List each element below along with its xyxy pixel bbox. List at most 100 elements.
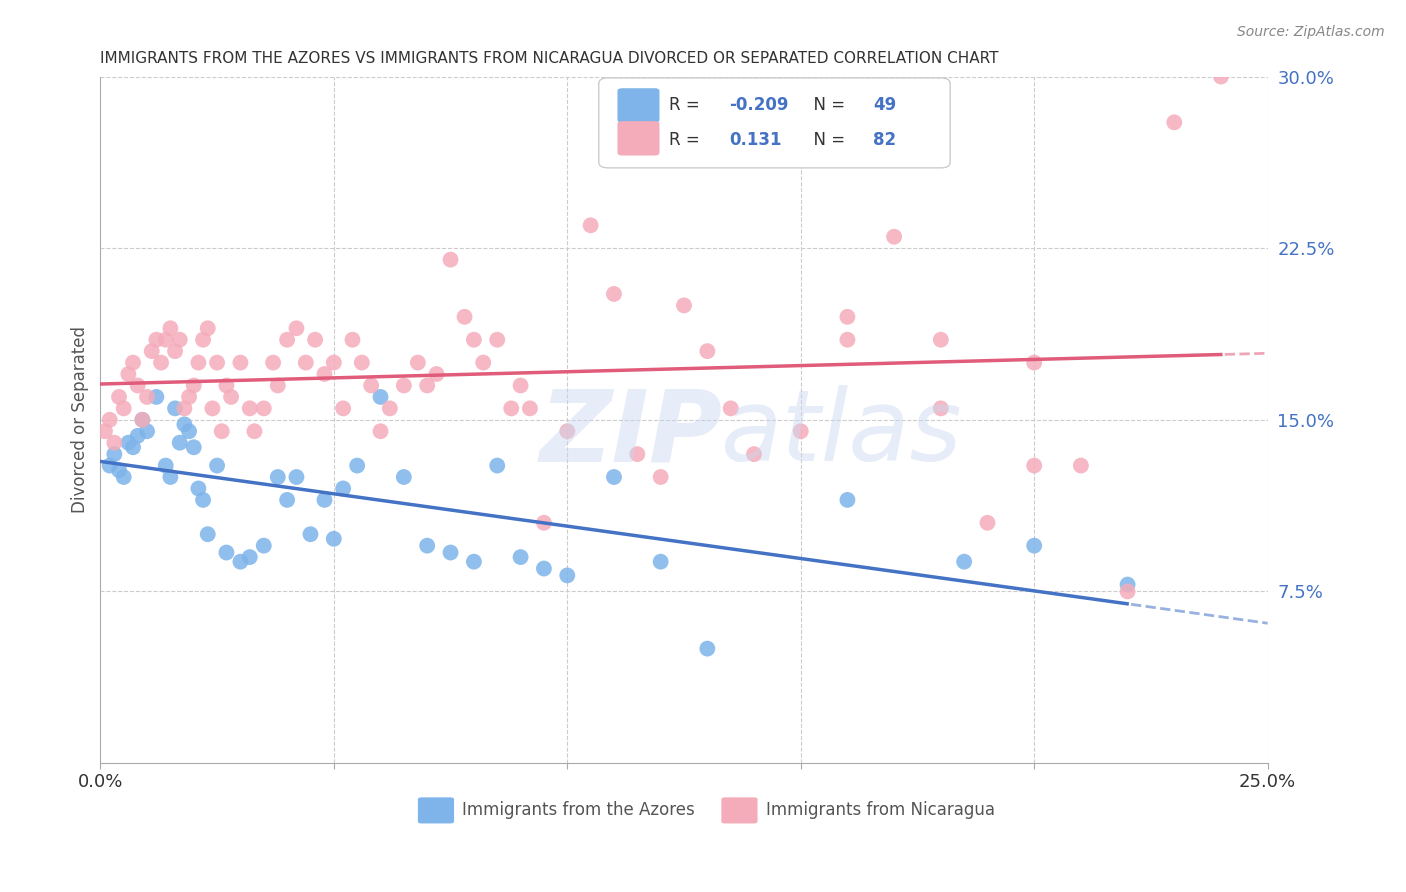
Point	[131, 413, 153, 427]
Point	[205, 355, 228, 369]
Point	[215, 545, 238, 559]
Text: IMMIGRANTS FROM THE AZORES VS IMMIGRANTS FROM NICARAGUA DIVORCED OR SEPARATED CO: IMMIGRANTS FROM THE AZORES VS IMMIGRANTS…	[100, 51, 998, 66]
Point	[720, 401, 742, 416]
Point	[1209, 70, 1232, 84]
Point	[650, 470, 672, 484]
Point	[159, 470, 181, 484]
Point	[177, 390, 200, 404]
Point	[696, 641, 718, 656]
Point	[285, 470, 308, 484]
Point	[342, 333, 364, 347]
Point	[253, 401, 276, 416]
Point	[883, 229, 905, 244]
Point	[416, 378, 439, 392]
Text: Immigrants from the Azores: Immigrants from the Azores	[463, 801, 695, 820]
Point	[406, 355, 429, 369]
Point	[555, 424, 578, 438]
Point	[285, 321, 308, 335]
Y-axis label: Divorced or Separated: Divorced or Separated	[72, 326, 89, 513]
Text: -0.209: -0.209	[730, 96, 789, 114]
Point	[486, 333, 509, 347]
Point	[155, 458, 177, 473]
Point	[229, 355, 252, 369]
Point	[603, 287, 626, 301]
Point	[314, 367, 336, 381]
Point	[253, 539, 276, 553]
Point	[650, 555, 672, 569]
Point	[360, 378, 382, 392]
Point	[501, 401, 523, 416]
Point	[145, 333, 167, 347]
Point	[122, 355, 145, 369]
Point	[555, 568, 578, 582]
Point	[453, 310, 475, 324]
FancyBboxPatch shape	[617, 121, 659, 155]
Point	[672, 298, 695, 312]
Point	[136, 424, 159, 438]
Point	[1163, 115, 1185, 129]
Point	[929, 333, 952, 347]
Point	[276, 492, 298, 507]
Point	[370, 424, 392, 438]
Point	[276, 333, 298, 347]
Point	[159, 321, 181, 335]
Text: ZIP: ZIP	[540, 385, 723, 482]
Point	[976, 516, 998, 530]
Point	[579, 219, 602, 233]
Point	[169, 435, 191, 450]
Point	[1116, 584, 1139, 599]
Text: N =: N =	[803, 131, 851, 149]
Point	[239, 401, 262, 416]
Point	[117, 367, 139, 381]
Point	[145, 390, 167, 404]
Point	[197, 321, 219, 335]
Point	[350, 355, 373, 369]
Point	[150, 355, 173, 369]
Point	[103, 435, 125, 450]
Point	[127, 378, 149, 392]
Point	[183, 440, 205, 454]
Point	[299, 527, 322, 541]
FancyBboxPatch shape	[617, 88, 659, 122]
Point	[108, 390, 131, 404]
Point	[837, 310, 859, 324]
Text: R =: R =	[669, 131, 710, 149]
Point	[463, 555, 485, 569]
Point	[122, 440, 145, 454]
Point	[94, 424, 117, 438]
Point	[1024, 539, 1046, 553]
Text: R =: R =	[669, 96, 704, 114]
Point	[322, 532, 344, 546]
Point	[108, 463, 131, 477]
Point	[187, 355, 209, 369]
Text: 0.131: 0.131	[730, 131, 782, 149]
Point	[392, 378, 415, 392]
Text: 82: 82	[873, 131, 896, 149]
Point	[533, 561, 555, 575]
Point	[509, 378, 531, 392]
Point	[486, 458, 509, 473]
Point	[219, 390, 242, 404]
Point	[127, 429, 149, 443]
FancyBboxPatch shape	[721, 797, 758, 823]
Point	[197, 527, 219, 541]
FancyBboxPatch shape	[418, 797, 454, 823]
Point	[201, 401, 224, 416]
Point	[165, 344, 187, 359]
Point	[696, 344, 718, 359]
Point	[103, 447, 125, 461]
Point	[790, 424, 813, 438]
Point	[239, 550, 262, 565]
Point	[141, 344, 163, 359]
Point	[117, 435, 139, 450]
Point	[173, 401, 195, 416]
Point	[183, 378, 205, 392]
Point	[187, 482, 209, 496]
Point	[262, 355, 284, 369]
Point	[191, 492, 214, 507]
Point	[742, 447, 765, 461]
Point	[953, 555, 976, 569]
Point	[370, 390, 392, 404]
Point	[1070, 458, 1092, 473]
Point	[533, 516, 555, 530]
